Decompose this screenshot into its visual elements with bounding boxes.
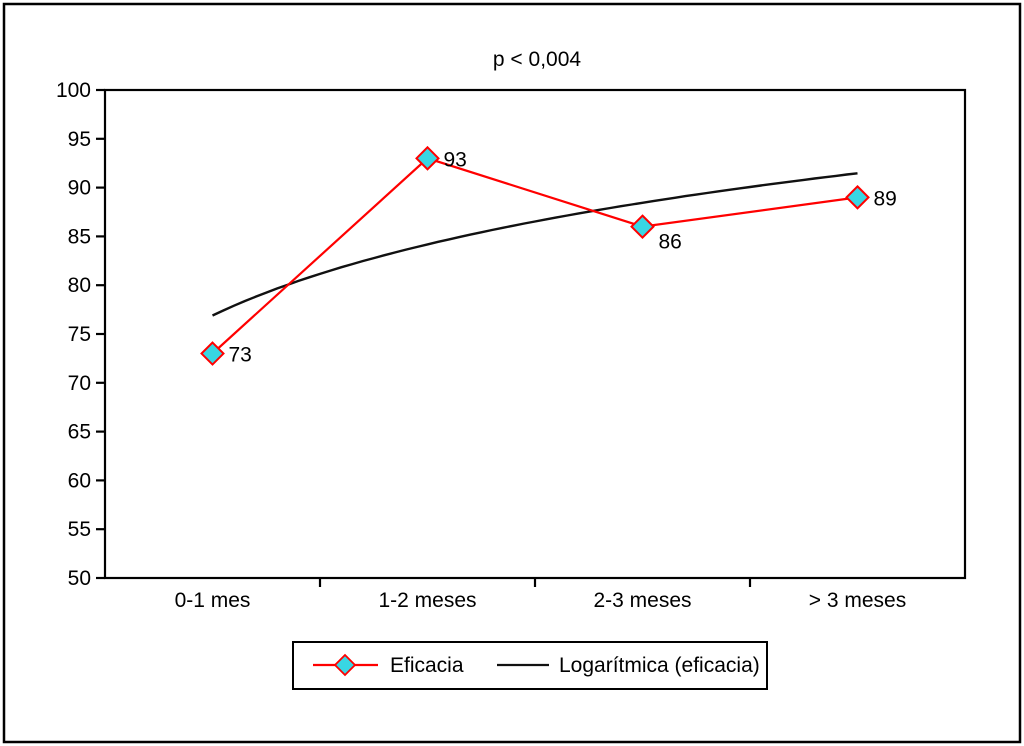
y-tick-label: 55 [68, 518, 91, 541]
legend-trendline-label: Logarítmica (eficacia) [559, 654, 760, 677]
trendline-series [211, 172, 858, 317]
y-tick-label: 50 [68, 567, 91, 590]
x-category-label: 1-2 meses [378, 589, 476, 612]
y-tick-label: 65 [68, 421, 91, 444]
x-axis: 0-1 mes 1-2 meses 2-3 meses > 3 meses [175, 578, 906, 612]
y-tick-label: 80 [68, 274, 91, 297]
x-category-label: 2-3 meses [593, 589, 691, 612]
x-category-label: 0-1 mes [175, 589, 251, 612]
y-tick-label: 95 [68, 128, 91, 151]
y-tick-label: 70 [68, 372, 91, 395]
chart-title: p < 0,004 [493, 48, 581, 71]
eficacia-series: 73 93 86 89 [200, 145, 897, 367]
x-category-label: > 3 meses [809, 589, 906, 612]
data-point-marker [630, 214, 655, 240]
y-axis: 50 55 60 65 70 75 80 85 90 95 100 [56, 79, 105, 590]
y-tick-label: 85 [68, 225, 91, 248]
trendline-path [211, 172, 858, 317]
y-tick-label: 75 [68, 323, 91, 346]
legend-eficacia-marker [333, 653, 357, 677]
legend-eficacia-label: Eficacia [390, 654, 464, 677]
data-point-label: 86 [659, 231, 682, 254]
y-tick-label: 90 [68, 177, 91, 200]
data-point-label: 73 [229, 344, 252, 367]
data-point-label: 93 [444, 148, 467, 171]
y-tick-label: 60 [68, 469, 91, 492]
data-point-marker [845, 184, 870, 210]
y-tick-label: 100 [56, 79, 91, 102]
data-point-marker [415, 145, 440, 171]
data-point-label: 89 [874, 187, 897, 210]
legend: Eficacia Logarítmica (eficacia) [292, 641, 768, 690]
eficacia-line [211, 157, 858, 355]
data-point-marker [200, 341, 225, 366]
